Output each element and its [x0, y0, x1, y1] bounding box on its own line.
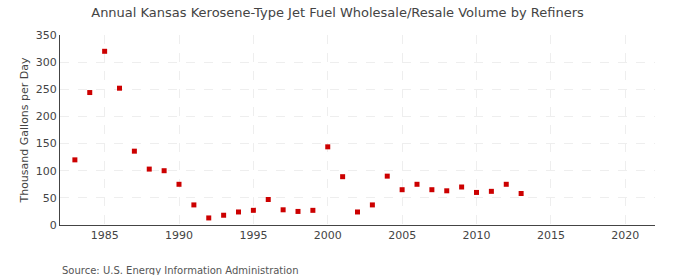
- svg-text:2020: 2020: [611, 229, 639, 242]
- svg-text:2000: 2000: [314, 229, 342, 242]
- svg-text:250: 250: [36, 83, 57, 96]
- svg-text:Annual Kansas Kerosene-Type Je: Annual Kansas Kerosene-Type Jet Fuel Who…: [91, 5, 584, 20]
- svg-text:1995: 1995: [239, 229, 267, 242]
- svg-text:1990: 1990: [165, 229, 193, 242]
- svg-text:350: 350: [36, 29, 57, 42]
- svg-text:300: 300: [36, 56, 57, 69]
- svg-text:0: 0: [50, 219, 57, 232]
- svg-text:2010: 2010: [463, 229, 491, 242]
- svg-text:200: 200: [36, 110, 57, 123]
- svg-text:50: 50: [43, 192, 57, 205]
- svg-text:1985: 1985: [91, 229, 119, 242]
- svg-text:2015: 2015: [537, 229, 565, 242]
- svg-text:100: 100: [36, 165, 57, 178]
- svg-text:2005: 2005: [388, 229, 416, 242]
- svg-text:Thousand Gallons per Day: Thousand Gallons per Day: [18, 57, 31, 204]
- svg-text:Source: U.S. Energy Informatio: Source: U.S. Energy Information Administ…: [62, 265, 299, 275]
- svg-text:150: 150: [36, 137, 57, 150]
